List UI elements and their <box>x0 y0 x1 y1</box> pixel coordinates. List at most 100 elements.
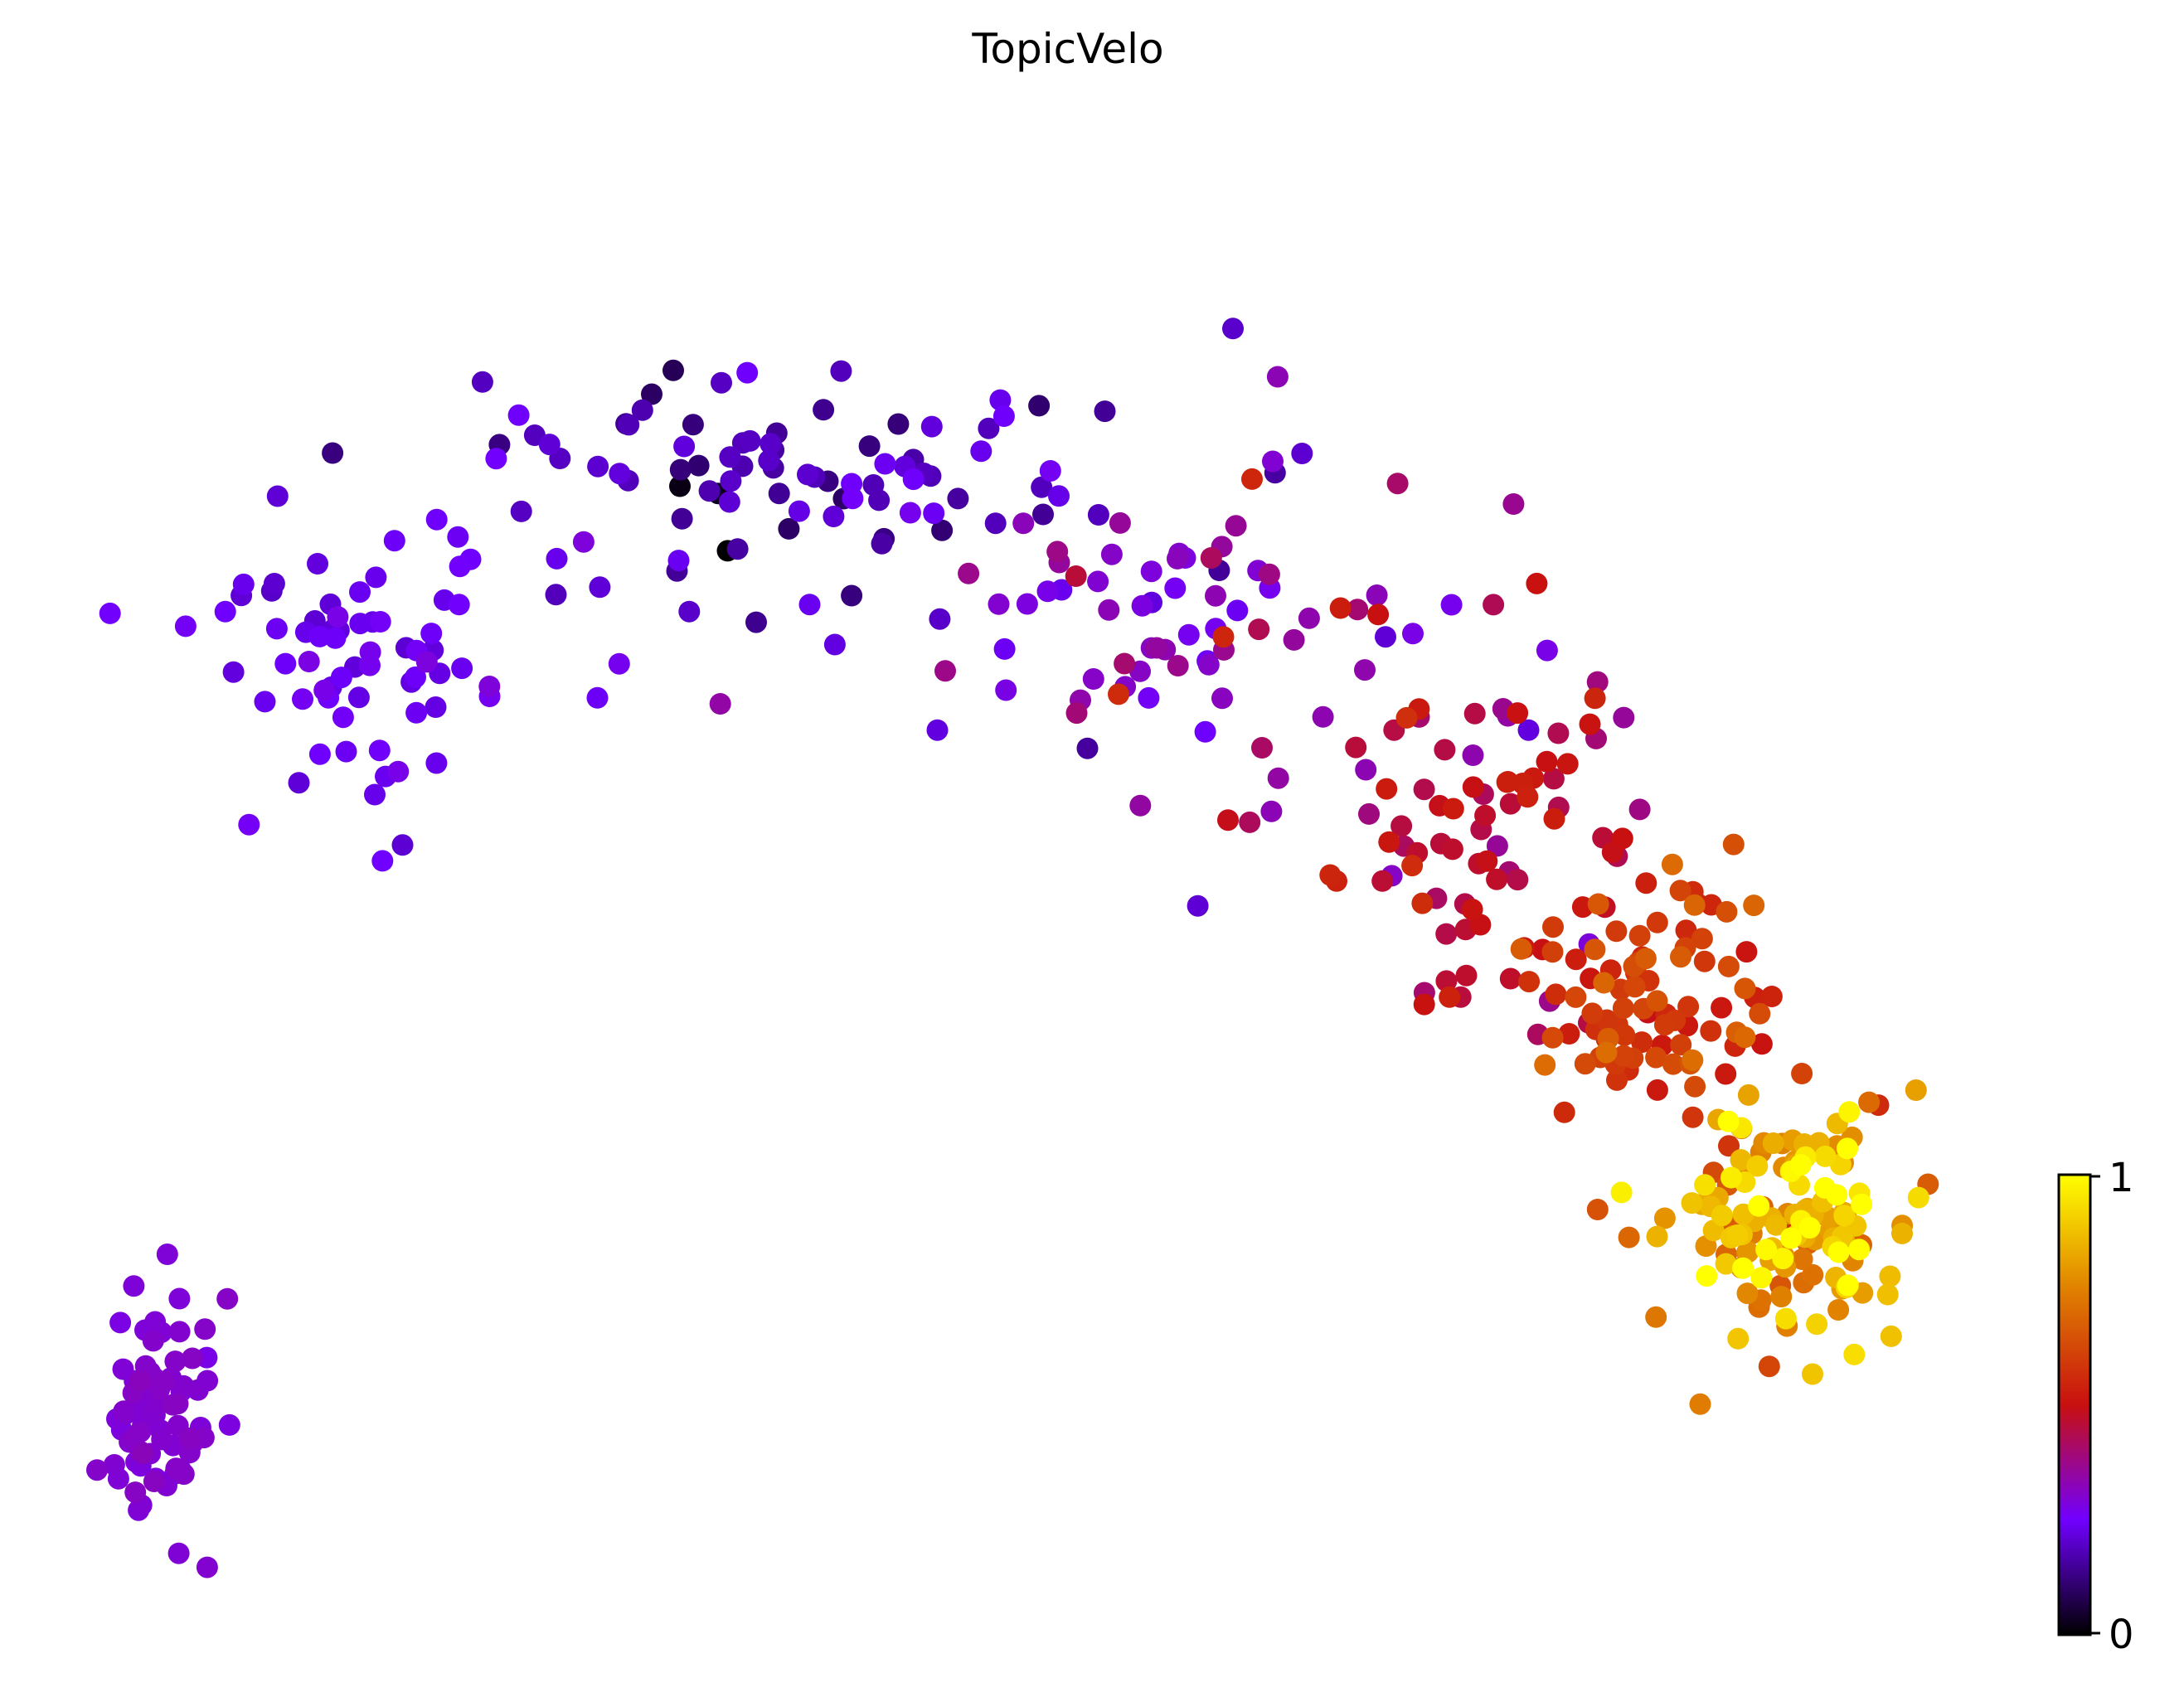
scatter-point <box>1715 1253 1737 1275</box>
scatter-point <box>327 606 349 628</box>
scatter-point <box>1683 894 1706 916</box>
scatter-point <box>1700 1020 1722 1042</box>
scatter-point <box>168 1287 191 1310</box>
scatter-point <box>1241 468 1263 490</box>
scatter-point <box>1684 1075 1706 1098</box>
scatter-point <box>1631 1031 1653 1054</box>
scatter-point <box>263 573 285 594</box>
scatter-point <box>1635 872 1657 894</box>
scatter-point <box>162 1394 184 1416</box>
scatter-point <box>369 611 391 633</box>
scatter-point <box>485 448 507 470</box>
scatter-point <box>420 623 443 645</box>
scatter-point <box>641 383 662 405</box>
scatter-point <box>232 573 255 595</box>
scatter-point <box>1031 476 1053 498</box>
scatter-point <box>364 783 386 806</box>
scatter-point <box>1645 1306 1667 1328</box>
scatter-point <box>1802 1363 1823 1385</box>
scatter-point <box>673 435 696 458</box>
scatter-point <box>1211 687 1233 710</box>
scatter-point <box>1611 827 1633 850</box>
scatter-point <box>1743 894 1765 917</box>
scatter-point <box>1711 996 1733 1019</box>
scatter-point <box>266 485 289 507</box>
scatter-point <box>1463 702 1486 725</box>
scatter-point <box>1677 996 1700 1018</box>
scatter-point <box>1510 938 1532 960</box>
scatter-point <box>1138 686 1160 709</box>
scatter-point <box>1366 584 1388 606</box>
scatter-point <box>1267 767 1289 789</box>
scatter-point <box>347 686 370 709</box>
scatter-point <box>405 666 426 688</box>
scatter-point <box>1046 541 1069 563</box>
scatter-point <box>1717 1110 1740 1132</box>
scatter-point <box>1721 1166 1742 1189</box>
scatter-point <box>1802 1263 1824 1286</box>
scatter-point <box>1371 870 1394 892</box>
scatter-point <box>1565 986 1587 1008</box>
scatter-point <box>1262 450 1284 473</box>
scatter-point <box>1461 899 1483 920</box>
scatter-point <box>1167 547 1188 570</box>
colorbar-tick-label-min: 0 <box>2109 1612 2134 1658</box>
scatter-point <box>1880 1325 1902 1347</box>
scatter-point <box>618 414 640 436</box>
scatter-point <box>332 706 354 729</box>
scatter-point <box>172 1374 195 1397</box>
scatter-point <box>1876 1283 1899 1306</box>
scatter-point <box>1517 786 1539 808</box>
scatter-point <box>1499 967 1522 990</box>
scatter-point <box>586 686 609 709</box>
scatter-point <box>667 550 690 572</box>
scatter-point <box>1827 1299 1850 1321</box>
scatter-point <box>739 429 761 452</box>
scatter-point <box>1100 543 1123 565</box>
scatter-point <box>1507 702 1529 725</box>
scatter-point <box>1036 580 1059 603</box>
scatter-point <box>1907 1186 1929 1209</box>
scatter-point <box>1574 1053 1596 1075</box>
scatter-point <box>196 1556 218 1578</box>
scatter-point <box>1542 768 1565 790</box>
scatter-point <box>920 415 943 438</box>
scatter-point <box>1758 1355 1780 1378</box>
scatter-point <box>1358 802 1380 825</box>
scatter-point <box>1826 1184 1848 1206</box>
scatter-point <box>1319 864 1342 886</box>
scatter-point <box>589 576 611 599</box>
scatter-point <box>335 740 357 763</box>
scatter-point <box>1770 1286 1793 1308</box>
scatter-point <box>988 593 1010 615</box>
scatter-point <box>1645 1046 1667 1069</box>
scatter-point <box>1694 1174 1716 1196</box>
scatter-point <box>216 1287 239 1310</box>
scatter-point <box>349 613 371 635</box>
scatter-point <box>720 470 742 492</box>
scatter-point <box>322 442 344 464</box>
scatter-point <box>1413 993 1435 1016</box>
scatter-point <box>1553 1101 1575 1123</box>
scatter-point <box>1541 1026 1564 1049</box>
scatter-point <box>1012 512 1035 535</box>
scatter-point <box>132 1442 154 1465</box>
scatter-point <box>1543 807 1565 830</box>
scatter-point <box>887 413 910 435</box>
scatter-point <box>1628 924 1651 947</box>
colorbar-gradient <box>2057 1173 2092 1636</box>
scatter-point <box>669 458 692 481</box>
scatter-point <box>365 566 387 589</box>
scatter-point <box>129 1370 152 1392</box>
scatter-point <box>978 417 1000 439</box>
scatter-point <box>841 584 863 607</box>
scatter-point <box>1217 809 1239 831</box>
scatter-point <box>989 389 1012 411</box>
scatter-point <box>587 455 609 478</box>
scatter-point <box>1774 1307 1797 1330</box>
scatter-point <box>113 1400 135 1423</box>
scatter-point <box>1534 1054 1556 1076</box>
scatter-point <box>1087 570 1109 593</box>
scatter-point <box>1441 838 1463 861</box>
scatter-point <box>1748 1195 1770 1217</box>
